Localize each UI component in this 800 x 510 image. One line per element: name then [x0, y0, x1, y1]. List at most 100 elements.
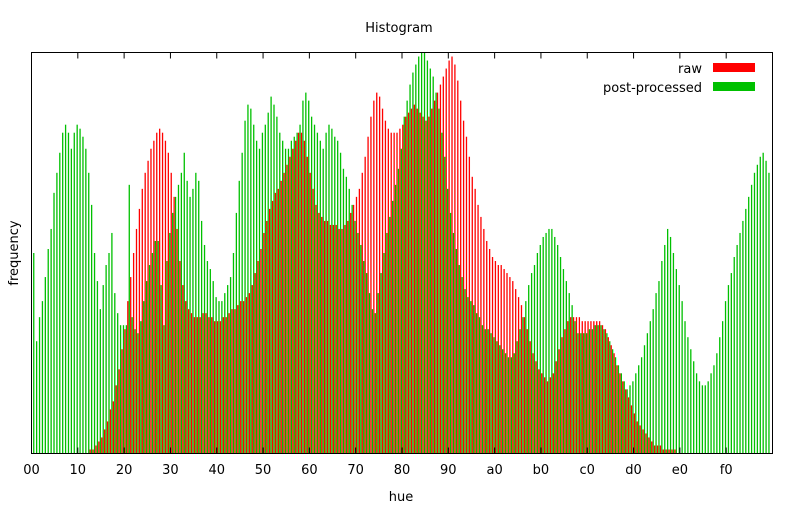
bar-post-processed-113: [360, 244, 362, 454]
bar-raw-55: [190, 313, 193, 454]
bar-raw-43: [156, 132, 158, 454]
bar-post-processed-166: [513, 353, 515, 454]
bar-post-processed-96: [310, 116, 313, 454]
bar-raw-120: [378, 96, 381, 454]
bar-post-processed-229: [695, 373, 698, 454]
bar-raw-116: [367, 136, 369, 454]
bar-post-processed-94: [305, 92, 307, 454]
bar-raw-51: [179, 261, 181, 454]
bar-post-processed-12: [67, 132, 70, 454]
bar-post-processed-45: [163, 325, 165, 454]
bar-raw-217: [659, 445, 662, 454]
bar-post-processed-91: [296, 132, 298, 454]
bar-post-processed-41: [151, 253, 154, 454]
bar-raw-155: [480, 216, 482, 454]
bar-raw-73: [242, 301, 245, 454]
bar-raw-206: [627, 397, 630, 454]
bar-post-processed-122: [386, 232, 388, 454]
bar-post-processed-60: [206, 261, 209, 454]
bar-raw-67: [225, 317, 227, 454]
bar-post-processed-65: [221, 301, 223, 454]
bar-post-processed-92: [299, 124, 301, 454]
bar-post-processed-116: [368, 293, 371, 454]
bar-raw-197: [601, 325, 604, 454]
bar-post-processed-131: [412, 72, 414, 454]
bar-post-processed-251: [759, 156, 761, 454]
bar-raw-141: [439, 84, 442, 454]
bar-post-processed-250: [756, 164, 759, 454]
bar-post-processed-176: [542, 236, 544, 454]
bar-post-processed-195: [597, 325, 599, 454]
bar-raw-173: [532, 353, 534, 454]
bar-post-processed-234: [710, 373, 712, 454]
bar-post-processed-78: [258, 148, 261, 454]
bar-raw-29: [115, 385, 117, 454]
bar-post-processed-146: [455, 248, 457, 454]
bar-post-processed-237: [719, 337, 721, 454]
bar-post-processed-135: [423, 52, 426, 454]
bar-post-processed-103: [331, 128, 333, 454]
bar-raw-205: [625, 389, 627, 454]
bar-post-processed-110: [351, 204, 353, 454]
bar-post-processed-11: [64, 124, 67, 454]
bar-post-processed-1: [35, 341, 38, 454]
bar-raw-162: [500, 265, 502, 454]
bar-post-processed-221: [672, 253, 675, 454]
bar-post-processed-167: [516, 341, 518, 454]
bar-raw-75: [248, 293, 251, 454]
bar-raw-135: [422, 116, 424, 454]
bar-post-processed-140: [438, 108, 440, 454]
bar-post-processed-209: [638, 365, 640, 454]
bar-post-processed-134: [420, 52, 423, 454]
bar-raw-77: [254, 273, 256, 454]
bar-raw-219: [665, 449, 667, 454]
bar-post-processed-222: [675, 269, 677, 454]
bar-post-processed-201: [614, 357, 617, 454]
bar-raw-30: [118, 369, 120, 454]
bar-raw-169: [520, 305, 523, 454]
bar-post-processed-194: [594, 325, 596, 454]
bar-post-processed-182: [559, 257, 562, 454]
bar-post-processed-212: [646, 333, 649, 454]
bar-raw-172: [529, 341, 531, 454]
bar-post-processed-155: [481, 325, 484, 454]
bar-raw-131: [410, 108, 413, 454]
bar-post-processed-82: [270, 96, 272, 454]
x-tick-label-4: 40: [208, 463, 225, 478]
bar-post-processed-219: [667, 228, 669, 454]
bar-raw-48: [170, 172, 172, 454]
x-tick-label-2: 20: [116, 463, 133, 478]
bar-post-processed-17: [82, 136, 84, 454]
legend-swatch-raw: [713, 63, 755, 72]
bar-raw-74: [245, 297, 248, 454]
bar-post-processed-50: [177, 184, 180, 454]
bar-post-processed-144: [449, 212, 452, 454]
bar-raw-188: [575, 317, 578, 454]
bar-post-processed-189: [580, 333, 582, 454]
bar-raw-88: [286, 164, 288, 454]
bar-raw-145: [451, 56, 453, 454]
bar-post-processed-159: [493, 337, 495, 454]
bar-post-processed-90: [293, 136, 295, 454]
bar-raw-27: [109, 409, 112, 454]
bar-post-processed-40: [148, 265, 151, 454]
bar-raw-156: [483, 228, 485, 454]
bar-post-processed-35: [134, 329, 136, 454]
bar-post-processed-141: [441, 132, 443, 454]
bar-post-processed-145: [452, 232, 455, 454]
bar-post-processed-22: [96, 281, 99, 454]
bar-post-processed-192: [588, 329, 591, 454]
bar-raw-174: [535, 361, 537, 454]
bar-raw-39: [144, 172, 146, 454]
bar-post-processed-187: [574, 321, 576, 454]
bar-raw-148: [460, 100, 462, 454]
bar-raw-210: [639, 425, 641, 454]
bar-post-processed-185: [568, 293, 570, 454]
bar-raw-154: [477, 204, 479, 454]
chart-title: Histogram: [365, 21, 432, 36]
bar-post-processed-126: [397, 168, 400, 454]
bar-raw-28: [112, 401, 114, 454]
bar-raw-98: [315, 204, 317, 454]
bar-raw-196: [598, 321, 601, 454]
